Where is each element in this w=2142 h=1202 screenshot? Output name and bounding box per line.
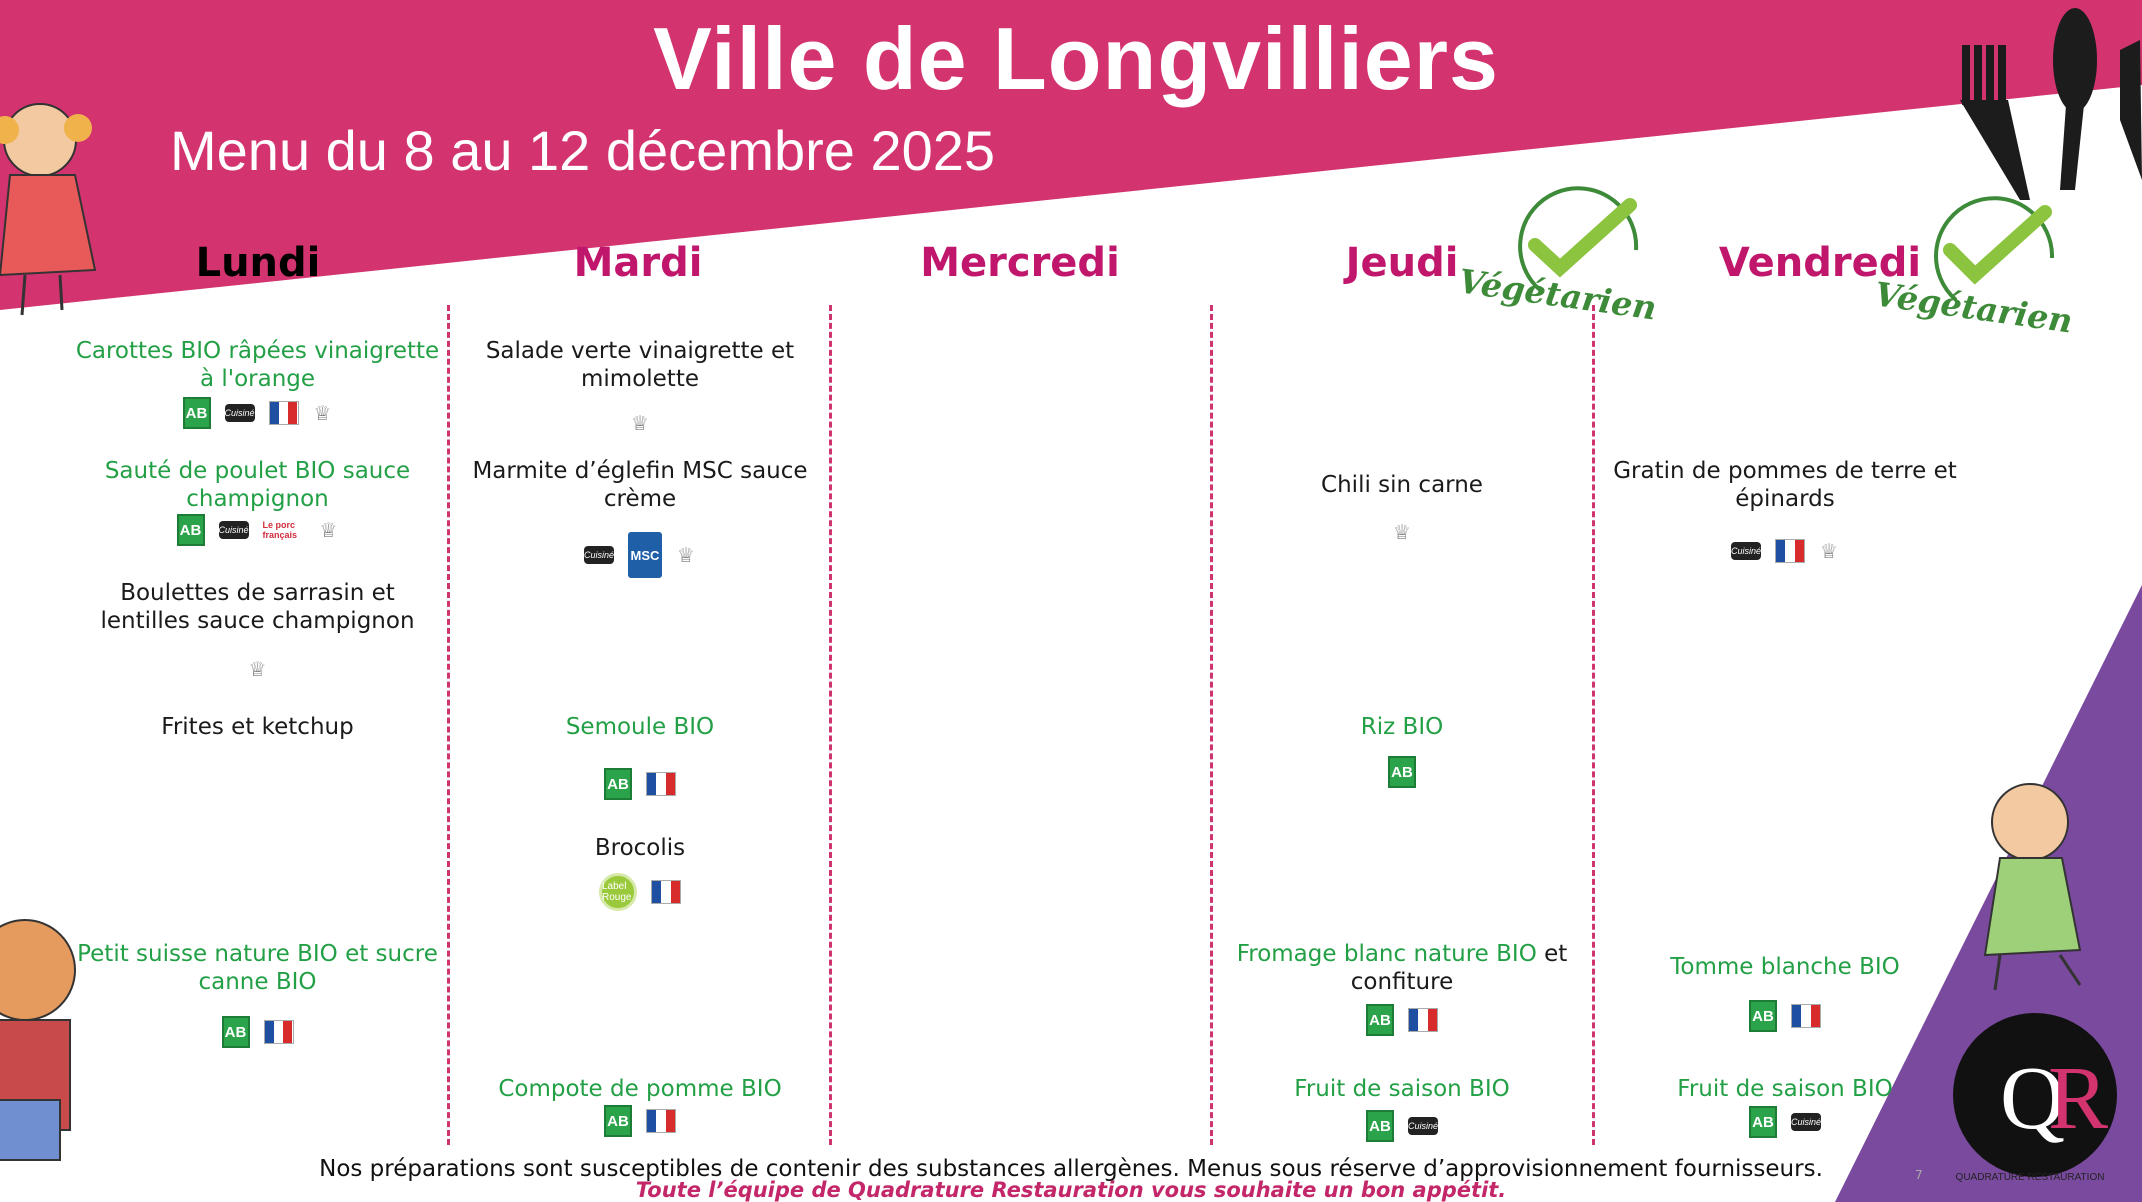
french-flag-icon bbox=[1408, 1008, 1438, 1032]
ab-organic-icon: AB bbox=[1366, 1004, 1394, 1036]
tuesday-side2-labels: Label Rouge bbox=[460, 873, 820, 911]
monday-main-vegetarian-labels: ♕ bbox=[75, 657, 440, 681]
girl-illustration bbox=[0, 103, 97, 316]
friday-dairy: Tomme blanche BIO bbox=[1670, 954, 1900, 980]
monday-starter: Carottes BIO râpées vinaigrette à l'oran… bbox=[75, 338, 440, 392]
cuisine-icon: Cuisiné bbox=[224, 404, 255, 422]
chef-hat-icon: ♕ bbox=[248, 657, 267, 681]
tuesday-main-labels: Cuisiné MSC ♕ bbox=[460, 532, 820, 578]
allergen-notice: Nos préparations sont susceptibles de co… bbox=[319, 1156, 1823, 1182]
vegetarian-check-icon bbox=[1518, 186, 1639, 292]
french-flag-icon bbox=[651, 880, 681, 904]
ab-organic-icon: AB bbox=[1749, 1106, 1777, 1138]
page-title: Ville de Longvilliers bbox=[653, 9, 1499, 108]
day-thursday: Jeudi bbox=[1345, 240, 1459, 286]
chef-hat-icon: ♕ bbox=[319, 518, 338, 542]
tuesday-starter: Salade verte vinaigrette et mimolette bbox=[485, 338, 795, 392]
column-separator bbox=[447, 305, 450, 1145]
menu-period: Menu du 8 au 12 décembre 2025 bbox=[170, 119, 996, 182]
friday-main: Gratin de pommes de terre et épinards bbox=[1613, 458, 1957, 512]
monday-main-vegetarian: Boulettes de sarrasin et lentilles sauce… bbox=[100, 580, 415, 634]
tuesday-starter-labels: ♕ bbox=[460, 411, 820, 435]
monday-dairy-labels: AB bbox=[75, 1016, 440, 1048]
thursday-side-labels: AB bbox=[1222, 756, 1582, 788]
thursday-side: Riz BIO bbox=[1360, 714, 1444, 740]
day-wednesday: Mercredi bbox=[920, 240, 1120, 286]
label-rouge-icon: Label Rouge bbox=[599, 873, 637, 911]
column-separator bbox=[829, 305, 832, 1145]
tuesday-side2: Brocolis bbox=[594, 835, 686, 861]
tuesday-side1: Semoule BIO bbox=[565, 714, 715, 740]
svg-text:R: R bbox=[2048, 1049, 2108, 1148]
thursday-main: Chili sin carne bbox=[1321, 472, 1483, 498]
french-flag-icon bbox=[263, 1020, 294, 1044]
french-flag-icon bbox=[268, 401, 299, 425]
chef-hat-icon: ♕ bbox=[1820, 539, 1838, 563]
thursday-main-labels: ♕ bbox=[1222, 520, 1582, 544]
cuisine-icon: Cuisiné bbox=[584, 546, 614, 564]
vegetarian-check-icon bbox=[1934, 196, 2055, 302]
french-pork-icon: Le porc français bbox=[262, 520, 298, 540]
column-separator bbox=[1210, 305, 1213, 1145]
monday-side: Frites et ketchup bbox=[161, 714, 354, 740]
monday-main: Sauté de poulet BIO sauce champignon bbox=[104, 458, 411, 512]
friday-dairy-labels: AB bbox=[1605, 1000, 1965, 1032]
day-tuesday: Mardi bbox=[573, 240, 703, 286]
boy-illustration bbox=[0, 919, 76, 1161]
friday-dessert: Fruit de saison BIO bbox=[1677, 1076, 1893, 1102]
page-number: 7 bbox=[1915, 1168, 1923, 1182]
column-separator bbox=[1592, 305, 1595, 1145]
svg-text:Q: Q bbox=[2000, 1049, 2065, 1148]
thursday-dairy-rest: et confiture bbox=[1350, 941, 1568, 995]
ab-organic-icon: AB bbox=[604, 768, 632, 800]
tuesday-dessert: Compote de pomme BIO bbox=[498, 1076, 782, 1102]
monday-starter-labels: AB Cuisiné ♕ bbox=[75, 397, 440, 429]
cuisine-icon: Cuisiné bbox=[218, 521, 249, 539]
thursday-dairy-labels: AB bbox=[1222, 1004, 1582, 1036]
thursday-dairy: Fromage blanc nature BIO et confiture bbox=[1222, 940, 1582, 996]
msc-label-icon: MSC bbox=[628, 532, 662, 578]
friday-dessert-labels: AB Cuisiné bbox=[1605, 1106, 1965, 1138]
day-friday: Vendredi bbox=[1718, 240, 1922, 286]
day-monday: Lundi bbox=[195, 240, 321, 286]
ab-organic-icon: AB bbox=[1366, 1110, 1394, 1142]
tuesday-side1-labels: AB bbox=[460, 768, 820, 800]
ab-organic-icon: AB bbox=[182, 397, 211, 429]
monday-dairy: Petit suisse nature BIO et sucre canne B… bbox=[77, 941, 438, 995]
ab-organic-icon: AB bbox=[604, 1105, 632, 1137]
chef-hat-icon: ♕ bbox=[677, 543, 695, 567]
ab-organic-icon: AB bbox=[221, 1016, 250, 1048]
qr-logo: Q R bbox=[1953, 1013, 2117, 1177]
company-name: QUADRATURE RESTAURATION bbox=[1955, 1172, 2105, 1183]
chef-hat-icon: ♕ bbox=[1393, 520, 1411, 544]
chef-hat-icon: ♕ bbox=[313, 401, 332, 425]
french-flag-icon bbox=[646, 772, 676, 796]
cuisine-icon: Cuisiné bbox=[1731, 542, 1761, 560]
ab-organic-icon: AB bbox=[1749, 1000, 1777, 1032]
friday-main-labels: Cuisiné ♕ bbox=[1605, 539, 1965, 563]
chef-hat-icon: ♕ bbox=[631, 411, 649, 435]
monday-main-labels: AB Cuisiné Le porc français ♕ bbox=[75, 512, 440, 548]
tuesday-dessert-labels: AB bbox=[460, 1105, 820, 1137]
thursday-dessert: Fruit de saison BIO bbox=[1294, 1076, 1510, 1102]
cuisine-icon: Cuisiné bbox=[1791, 1113, 1821, 1131]
tuesday-main: Marmite d’églefin MSC sauce crème bbox=[472, 458, 808, 512]
ab-organic-icon: AB bbox=[1388, 756, 1416, 788]
cutlery-icon bbox=[1960, 8, 2142, 200]
french-flag-icon bbox=[1775, 539, 1805, 563]
girl-right-illustration bbox=[1983, 783, 2082, 991]
cuisine-icon: Cuisiné bbox=[1408, 1117, 1438, 1135]
bon-appetit-message: Toute l’équipe de Quadrature Restauratio… bbox=[635, 1178, 1507, 1202]
thursday-dairy-bio: Fromage blanc nature BIO bbox=[1236, 941, 1537, 967]
thursday-dessert-labels: AB Cuisiné bbox=[1222, 1110, 1582, 1142]
ab-organic-icon: AB bbox=[176, 514, 205, 546]
french-flag-icon bbox=[646, 1109, 676, 1133]
french-flag-icon bbox=[1791, 1004, 1821, 1028]
